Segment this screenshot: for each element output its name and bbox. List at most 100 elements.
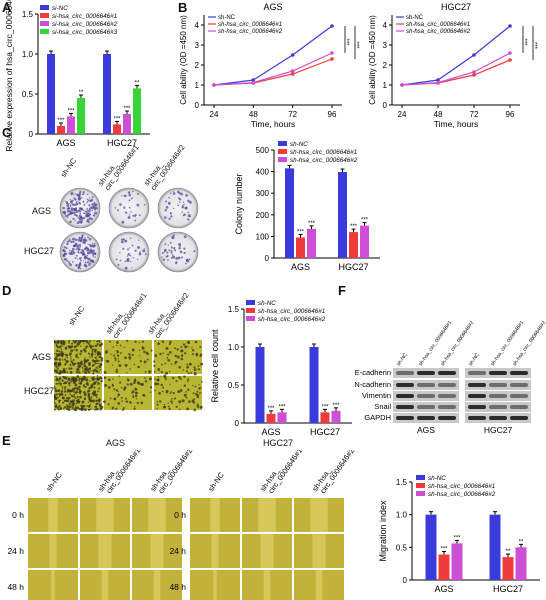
colony-dot	[82, 235, 84, 237]
cell-dot	[136, 381, 140, 385]
cell-dot	[98, 353, 100, 355]
cell-dot	[75, 348, 78, 352]
cell-dot	[69, 363, 72, 366]
legend-label: sh-NC	[428, 475, 446, 482]
cell-dot	[133, 407, 136, 410]
cell-dot	[92, 391, 96, 394]
cell-dot	[93, 340, 96, 341]
cell-dot	[135, 391, 138, 395]
cell-dot	[74, 387, 77, 390]
cell-dot	[65, 382, 68, 385]
colony-dot	[83, 209, 85, 211]
cell-dot	[190, 371, 192, 374]
cell-dot	[119, 381, 122, 384]
cell-dot	[117, 358, 119, 360]
colony-dot	[86, 207, 89, 210]
cell-dot	[86, 359, 89, 362]
series-line	[401, 52, 511, 86]
significance-label: ***	[113, 116, 121, 122]
colony-dot	[68, 262, 71, 265]
cell-dot	[61, 386, 64, 388]
cell-dot	[54, 389, 58, 393]
colony-dot	[183, 251, 186, 255]
cell-dot	[84, 367, 88, 371]
wound-gap	[310, 498, 328, 532]
cell-dot	[174, 360, 178, 364]
cell-dot	[71, 403, 75, 407]
blot-group-label: HGC27	[484, 425, 513, 435]
cell-dot	[157, 368, 161, 371]
cell-dot	[83, 359, 87, 363]
cell-dot	[89, 380, 91, 382]
colony-dot	[66, 204, 70, 207]
cell-dot	[54, 393, 56, 397]
colony-dot	[132, 190, 134, 193]
cell-dot	[83, 384, 85, 386]
cell-dot	[134, 406, 136, 408]
cell-dot	[169, 392, 172, 395]
cell-dot	[167, 359, 170, 362]
cell-dot	[94, 360, 97, 363]
protein-band	[417, 394, 435, 398]
cell-dot	[77, 362, 80, 366]
colony-dot	[168, 203, 171, 205]
y-tick-label: 200	[256, 211, 270, 220]
bar	[57, 126, 65, 134]
data-point	[251, 78, 256, 82]
cell-dot	[66, 404, 69, 408]
cell-dot	[76, 395, 79, 399]
protein-band	[489, 416, 507, 420]
data-point	[472, 53, 476, 57]
colony-dot	[177, 204, 179, 207]
y-tick-label: 2	[195, 61, 200, 70]
colony-dot	[91, 260, 95, 264]
cell-dot	[149, 386, 153, 389]
significance-label: ***	[267, 406, 275, 412]
colony-dot	[170, 257, 173, 259]
colony-dot	[91, 244, 95, 248]
cell-dot	[169, 342, 172, 345]
cell-dot	[55, 405, 58, 408]
cell-dot	[77, 356, 80, 359]
colony-dot	[69, 205, 72, 207]
cell-dot	[68, 390, 70, 392]
cell-dot	[156, 407, 158, 410]
protein-band	[510, 371, 528, 375]
legend-label: sh-NC	[218, 15, 236, 21]
protein-band	[438, 416, 456, 420]
cell-dot	[171, 376, 175, 380]
colony-dot	[178, 198, 182, 201]
cell-dot	[62, 382, 64, 385]
cell-dot	[55, 393, 58, 396]
x-axis-label: Time, hours	[251, 119, 296, 129]
colony-dot	[128, 214, 131, 216]
cell-dot	[100, 377, 103, 380]
cell-dot	[179, 389, 183, 392]
cell-dot	[106, 349, 108, 352]
colony-dot	[80, 219, 84, 222]
cell-dot	[186, 407, 189, 411]
cell-dot	[88, 397, 91, 400]
significance-label: **	[519, 539, 524, 545]
cell-dot	[139, 359, 142, 363]
colony-dot	[124, 260, 127, 263]
colony-dot	[119, 251, 121, 254]
cell-dot	[83, 343, 85, 345]
colony-dot	[187, 218, 190, 221]
cell-dot	[109, 397, 112, 400]
cell-dot	[100, 379, 103, 383]
legend-swatch	[416, 475, 425, 480]
cell-dot	[170, 391, 172, 393]
protein-band	[468, 416, 486, 420]
cell-dot	[129, 358, 131, 361]
cell-dot	[111, 406, 115, 410]
cell-dot	[96, 396, 98, 399]
y-tick-label: 0	[265, 254, 270, 263]
colony-dot	[128, 193, 131, 197]
cell-dot	[113, 354, 116, 357]
cell-dot	[73, 395, 76, 398]
cell-dot	[140, 383, 144, 386]
y-tick-label: 0	[383, 101, 388, 110]
colony-dot	[67, 207, 70, 210]
cell-dot	[83, 369, 85, 371]
